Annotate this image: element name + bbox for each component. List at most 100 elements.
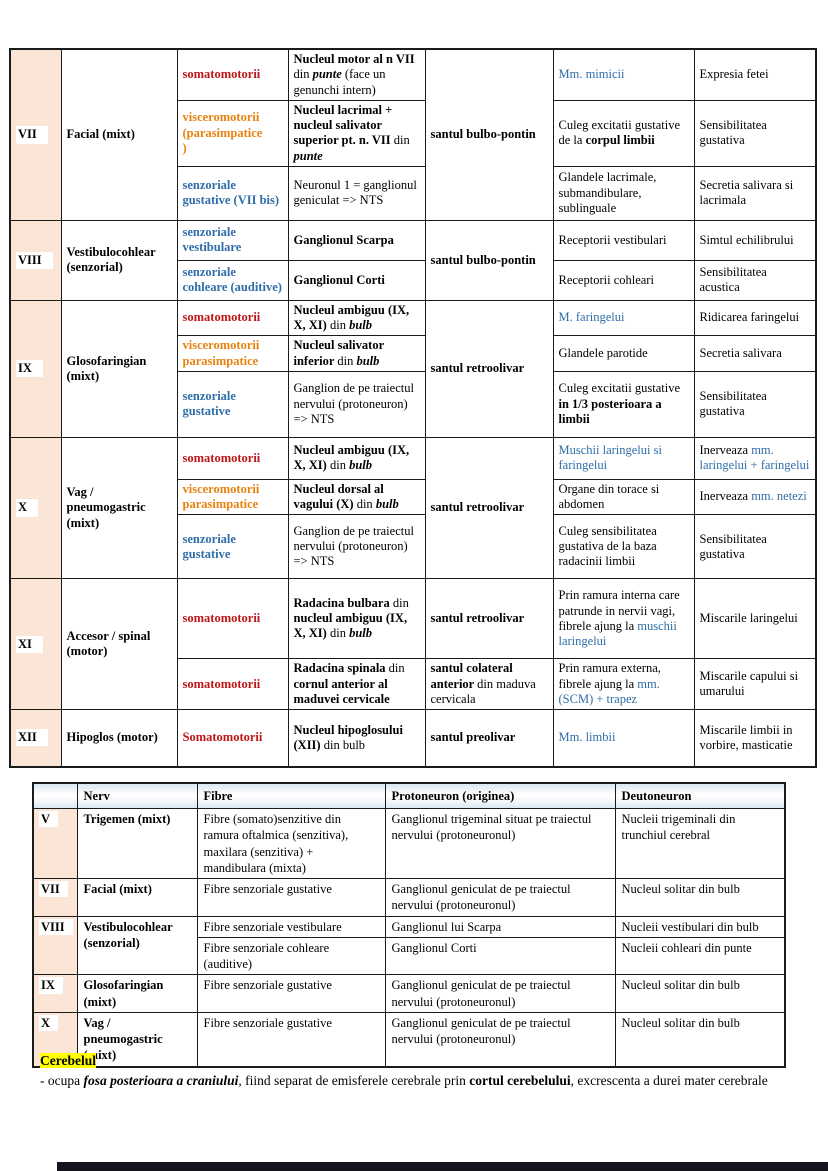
text-segment: Secretia salivara si lacrimala [699,178,794,208]
fibre-type-cell: visceromotorii parasimpatice [176,478,289,516]
nerve-name-cell: Vag / pneumogastric (mixt) [76,1011,198,1068]
nerve-number-cell: VII [9,48,62,221]
nucleus-cell: Ganglionul Scarpa [287,219,426,261]
fibre-type-cell: senzoriale gustative [176,514,289,580]
text-segment: bulb [349,318,373,332]
next-page-edge [57,1162,828,1171]
text-segment: mm. netezi [751,489,807,504]
function-cell: Expresia fetei [693,48,817,101]
nerve-number-cell: X [9,436,62,580]
text-segment: bulb [349,458,373,473]
text-segment: santul preolivar [430,730,516,745]
nerve-row-viii: Fibre senzoriale cohleare (auditive) Gang… [33,936,786,976]
text-segment: din [329,458,350,473]
nucleus-cell: Nucleul lacrimal + nucleul salivator sup… [287,99,426,167]
text-segment: punte [312,67,342,82]
nerve-name-cell: Trigemen (mixt) [76,808,198,879]
text-segment: Prin ramura interna care patrunde in ner… [558,588,680,633]
text-segment: Receptorii vestibulari [558,232,667,247]
text-segment: Nucleul salivator inferior [293,338,384,368]
text-segment: Mm. limbii [558,730,616,745]
nerve-row-x: senzoriale gustative Ganglion de pe traie… [10,514,817,580]
text-segment: , excrescenta a durei mater cerebrale [570,1072,768,1088]
nucleus-cell: Nucleul motor al n VII din punte (face u… [287,48,426,101]
nerve-name-cell: Facial (mixt) [76,878,198,917]
nerve-number-cell: VIII [9,219,62,301]
text-segment: , fiind separat de emisferele cerebrale … [238,1072,470,1088]
text-segment: somatomotorii [182,310,261,325]
protoneuron-table: Nerv Fibre Protoneuron (originea) Deutoneur… [32,782,786,1068]
text-segment: senzoriale gustative (VII bis) [182,178,280,208]
fibre-type-cell: somatomotorii [176,436,289,480]
text-segment: senzoriale cohleare (auditive) [182,265,282,295]
text-segment: in 1/3 posterioara a limbii [558,396,662,426]
deutoneuron-cell: Nucleii trigeminali din trunchiul cerebr… [614,808,786,879]
text-segment: Simtul echilibrului [699,232,794,247]
text-segment: Neuronul 1 = ganglionul geniculat => NTS [293,178,417,208]
nerve-row-ix: visceromotorii parasimpatice Nucleul sali… [10,335,817,372]
text-segment: somatomotorii [182,450,261,465]
nucleus-cell: Nucleul hipoglosului (XII) din bulb [287,709,426,767]
text-segment: somatomotorii [182,611,261,626]
text-segment: din maduva cervicala [430,676,536,706]
cranial-nerve-detail-table: VII Facial (mixt) somatomotorii Nucleul mot… [9,48,817,768]
text-segment: senzoriale vestibulare [182,225,242,255]
function-cell: Sensibilitatea gustativa [693,514,817,580]
text-segment: Sensibilitatea gustativa [699,118,767,148]
nerve-number: VIII [16,251,53,269]
text-segment: Ganglion de pe traiectul nervului (proto… [293,523,414,569]
function-cell: Sensibilitatea gustativa [693,99,817,167]
text-segment: santul retroolivar [430,611,525,626]
text-segment: Secretia salivara [699,345,782,360]
function-cell: Sensibilitatea gustativa [693,370,817,438]
text-segment: Sensibilitatea gustativa [699,531,767,561]
function-cell: Inerveaza mm. netezi [693,478,817,516]
text-segment: Radacina bulbara [293,595,393,610]
nerve-row-vii: visceromotorii (parasimpatice ) Nucleul l… [10,99,817,167]
text-segment: Nucleul lacrimal + nucleul salivator sup… [293,102,394,148]
text-segment: M. faringelui [558,310,625,325]
nucleus-cell: Ganglion de pe traiectul nervului (proto… [287,514,426,580]
column-header: Nerv [76,782,198,809]
text-segment: nucleul ambiguu (IX, X, XI) [293,611,408,641]
fibre-type-cell: senzoriale vestibulare [176,219,289,261]
cranial-nerve-table-body: VII Facial (mixt) somatomotorii Nucleul mot… [9,48,817,767]
deutoneuron-cell: Nucleii cohleari din punte [614,936,786,976]
column-header [32,782,78,809]
nerve-number: XII [16,729,48,747]
target-cell: Receptorii cohleari [552,259,695,301]
sulcus-cell: santul bulbo-pontin [424,219,554,301]
protoneuron-cell: Ganglionul geniculat de pe traiectul ner… [384,878,616,917]
text-segment: din [392,595,409,610]
nucleus-cell: Ganglionul Corti [287,259,426,301]
text-segment: Miscarile capului si umarului [699,668,799,699]
text-segment: Prin ramura externa, fibrele ajung la [558,661,661,691]
nerve-row-xi: somatomotorii Radacina spinala din cornul… [10,658,817,710]
nerve-name-cell: Vestibulocohlear (senzorial) [76,915,198,976]
nerve-number: X [39,1014,59,1031]
fibre-type-cell: visceromotorii (parasimpatice ) [176,99,289,167]
nerve-row-x: X Vag / pneumogastric (mixt) somatomotorii… [9,436,817,580]
nerve-row-x: visceromotorii parasimpatice Nucleul dors… [10,478,817,516]
nerve-row-viii: VIII Vestibulocohlear (senzorial) senzoria… [9,219,817,301]
nerve-row-ix: IX Glosofaringian (mixt) Fibre senzoriale … [32,974,786,1013]
text-segment: Ganglionul Scarpa [293,232,394,247]
nerve-row-ix: senzoriale gustative Ganglion de pe traie… [10,370,817,438]
target-cell: Glandele parotide [552,335,695,372]
nerve-name-cell: Facial (mixt) [60,48,178,221]
function-cell: Secretia salivara [693,335,817,372]
fibre-type-cell: visceromotorii parasimpatice [176,335,289,372]
nerve-row-vii: VII Facial (mixt) somatomotorii Nucleul mot… [9,48,817,221]
text-segment: Nucleul ambiguu (IX, X, XI) [293,443,410,473]
nerve-number-cell: VII [32,878,78,917]
fibre-cell: Fibre senzoriale gustative [196,974,386,1013]
sulcus-cell: santul bulbo-pontin [424,48,554,221]
protoneuron-cell: Ganglionul lui Scarpa [384,915,616,938]
protoneuron-table-body: V Trigemen (mixt) Fibre (somato)senzitive … [32,808,786,1068]
nerve-number-cell: XI [9,578,62,710]
nerve-number: X [16,499,39,517]
text-segment: Miscarile limbii in vorbire, masticatie [699,722,793,752]
fibre-cell: Fibre senzoriale gustative [196,1011,386,1068]
nucleus-cell: Nucleul dorsal al vagului (X) din bulb [287,478,426,516]
text-segment: santul bulbo-pontin [430,127,536,142]
